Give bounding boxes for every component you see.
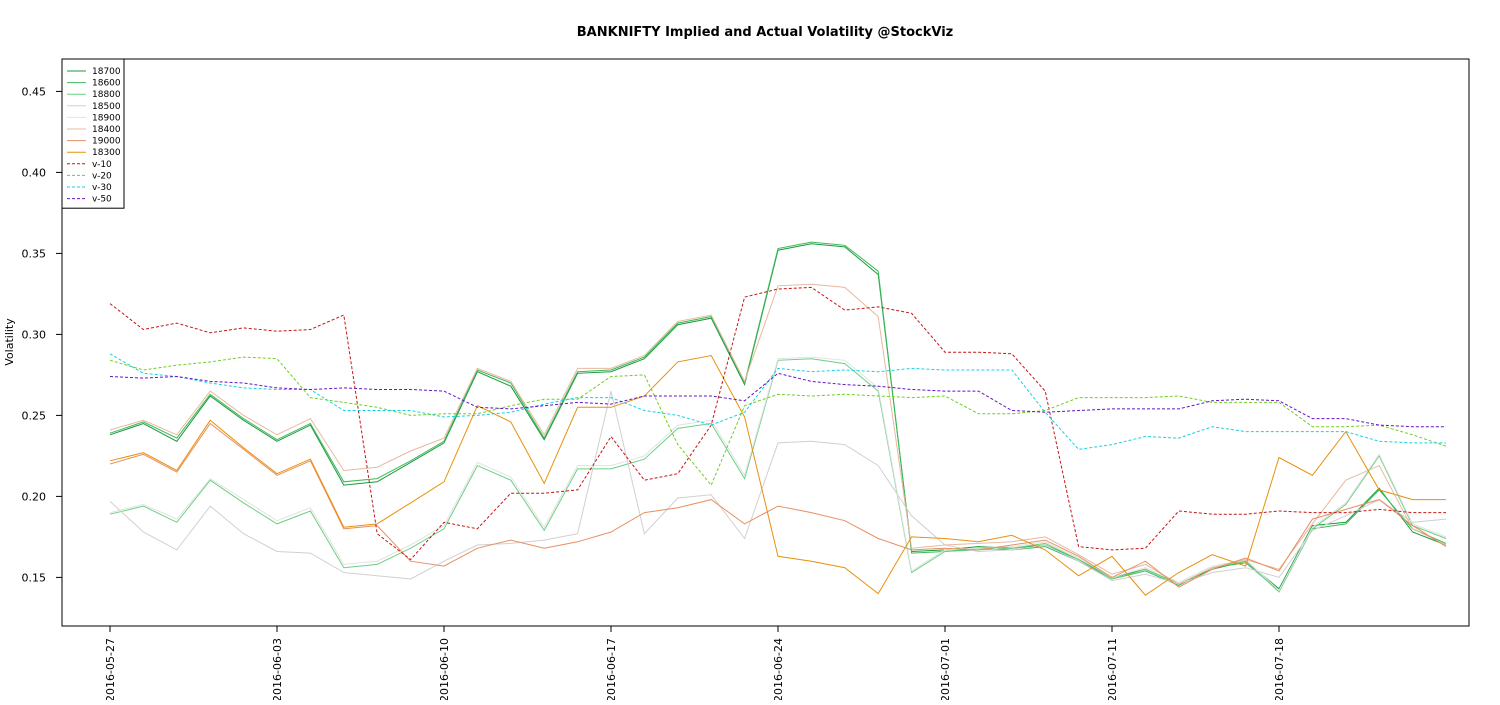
x-tick-label: 2016-05-27 [104, 638, 117, 700]
y-tick-label: 0.20 [22, 490, 47, 503]
y-tick-label: 0.40 [22, 166, 47, 179]
series-line-v-10 [109, 286, 1446, 561]
series-line-v-30 [109, 353, 1446, 450]
legend-label: 18800 [92, 90, 121, 100]
y-tick-label: 0.30 [22, 328, 47, 341]
legend-label: 18900 [92, 113, 121, 123]
series-lines [109, 241, 1447, 596]
x-axis: 2016-05-27 2016-06-03 2016-06-10 2016-06-17… [104, 626, 1286, 702]
series-line-18300 [109, 354, 1446, 596]
legend-label: 18700 [92, 67, 121, 77]
x-tick-label: 2016-07-01 [939, 638, 952, 700]
x-tick-label: 2016-07-18 [1273, 638, 1286, 700]
y-axis: 0.15 0.20 0.25 0.30 0.35 0.40 0.45 [22, 85, 62, 584]
series-line-19000 [109, 422, 1447, 588]
legend-label: v-30 [92, 183, 112, 193]
series-line-18500 [109, 390, 1447, 585]
legend-label: 18600 [92, 79, 121, 89]
legend-label: 18300 [92, 148, 121, 158]
x-tick-label: 2016-06-17 [605, 638, 618, 700]
series-line-18700 [109, 243, 1447, 590]
x-tick-label: 2016-06-03 [271, 638, 284, 700]
series-line-18600 [109, 241, 1447, 592]
x-tick-label: 2016-06-24 [772, 638, 785, 700]
series-line-v-20 [109, 356, 1447, 487]
legend-label: v-10 [92, 160, 112, 170]
y-tick-label: 0.25 [22, 409, 47, 422]
legend-box [61, 58, 125, 209]
y-tick-label: 0.35 [22, 247, 47, 260]
series-line-18900 [109, 356, 1447, 592]
legend-label: 19000 [92, 137, 121, 147]
legend-label: v-20 [92, 171, 112, 181]
y-axis-label: Volatility [3, 318, 16, 366]
legend-label: v-50 [92, 195, 112, 205]
legend-label: 18500 [92, 102, 121, 112]
y-tick-label: 0.45 [22, 85, 47, 98]
series-line-v-50 [109, 372, 1446, 428]
legend-label: 18400 [92, 125, 121, 135]
plot-frame [61, 58, 1470, 627]
series-line-18800 [109, 358, 1447, 593]
chart-title: BANKNIFTY Implied and Actual Volatility … [577, 25, 953, 40]
x-tick-label: 2016-06-10 [438, 638, 451, 700]
x-tick-label: 2016-07-11 [1106, 638, 1119, 700]
y-tick-label: 0.15 [22, 571, 47, 584]
series-line-18400 [109, 283, 1447, 585]
